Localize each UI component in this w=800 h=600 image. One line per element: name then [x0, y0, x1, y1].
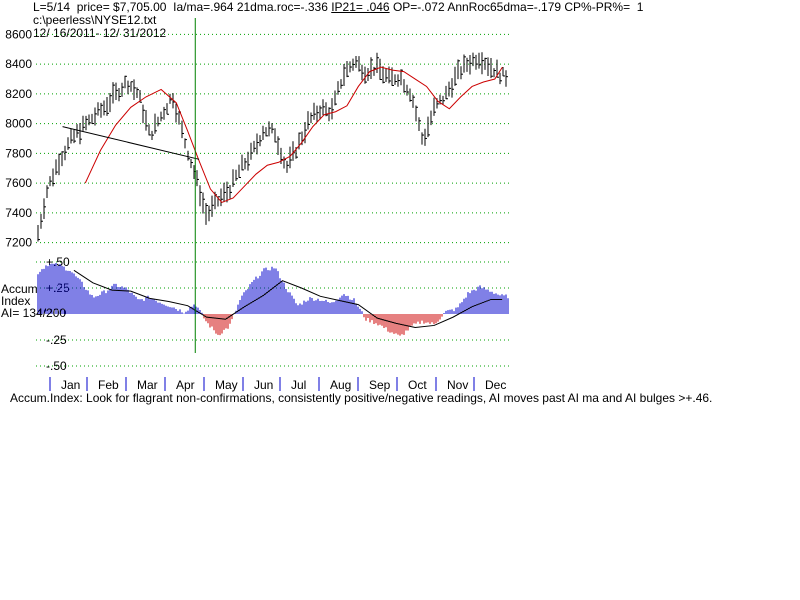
month-label: Mar: [137, 378, 158, 392]
ai-bars: [37, 262, 509, 336]
month-label: Aug: [330, 378, 351, 392]
price-tick-label: 8600: [5, 27, 32, 41]
trendline: [62, 126, 200, 160]
file-path: c:\peerless\NYSE12.txt: [33, 13, 157, 27]
month-label: Jan: [61, 378, 80, 392]
month-label: Dec: [485, 378, 506, 392]
price-tick-label: 7400: [5, 206, 32, 220]
price-tick-label: 7200: [5, 236, 32, 250]
ai-label-value: AI= 134/200: [1, 306, 66, 320]
ai-tick-label: -.50: [46, 359, 67, 373]
ai-tick-label: -.25: [46, 333, 67, 347]
price-tick-label: 8400: [5, 57, 32, 71]
month-axis: Jan Feb Mar Apr May Jun Jul Aug Sep Oct Nov Dec: [49, 377, 506, 392]
month-label: Oct: [408, 378, 427, 392]
ip21-value: IP21= .046: [331, 0, 390, 14]
header-stats-part2: OP=-.072 AnnRoc65dma=-.179 CP%-PR%= 1: [389, 0, 644, 14]
price-tick-label: 7800: [5, 146, 32, 160]
price-tick-label: 8000: [5, 117, 32, 131]
price-tick-label: 7600: [5, 176, 32, 190]
month-label: Nov: [447, 378, 468, 392]
footer-note: Accum.Index: Look for flagrant non-confi…: [10, 391, 713, 405]
month-label: Apr: [176, 378, 195, 392]
price-moving-average-line: [84, 66, 503, 204]
date-range: 12/ 16/2011- 12/ 31/2012: [33, 26, 167, 40]
month-label: May: [215, 378, 238, 392]
price-gridlines: [36, 33, 510, 244]
month-label: Jun: [254, 378, 273, 392]
month-label: Sep: [369, 378, 391, 392]
ai-label-index: Index: [1, 294, 30, 308]
price-tick-label: 8200: [5, 87, 32, 101]
header-stats: L=5/14 price= $7,705.00 Ia/ma=.964 21dma…: [33, 1, 643, 14]
month-label: Feb: [98, 378, 119, 392]
ai-moving-average-line: [73, 269, 503, 329]
ai-gridlines: [36, 261, 510, 367]
price-y-tick-labels: 7200 7400 7600 7800 8000 8200 8400 8600: [5, 27, 32, 249]
header-stats-part1: L=5/14 price= $7,705.00 Ia/ma=.964 21dma…: [33, 0, 332, 14]
month-label: Jul: [291, 378, 306, 392]
ai-label-accum: Accum: [1, 282, 38, 296]
price-bars: [37, 52, 508, 242]
